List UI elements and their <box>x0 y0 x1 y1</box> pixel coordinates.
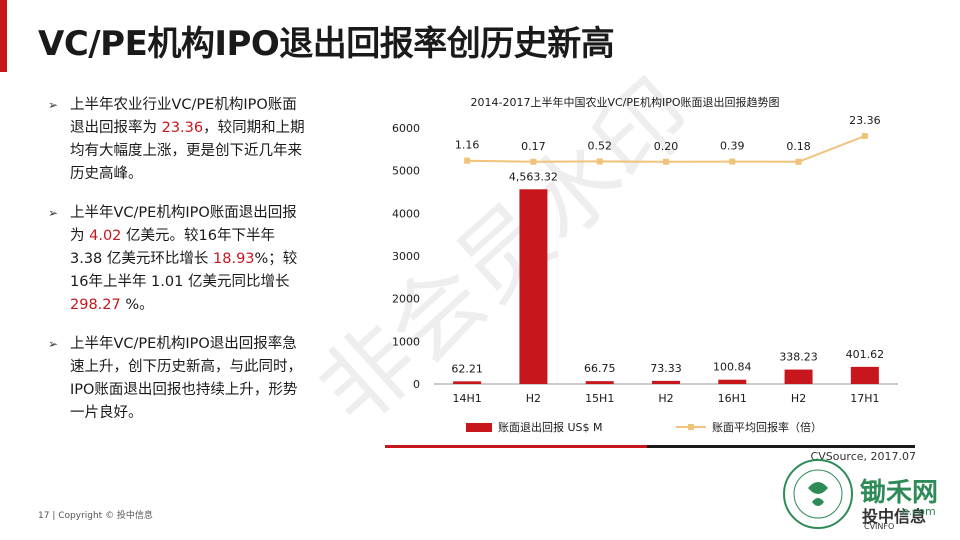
bar <box>652 380 680 384</box>
x-tick-label: H2 <box>791 392 806 405</box>
x-tick-label: 17H1 <box>850 392 879 405</box>
bar-data-label: 4,563.32 <box>509 170 558 183</box>
ratio-marker <box>861 133 868 139</box>
ratio-data-label: 0.18 <box>786 140 811 153</box>
ratio-data-label: 0.52 <box>587 139 612 152</box>
ratio-data-label: 0.39 <box>720 140 745 153</box>
legend-line-marker <box>688 424 694 430</box>
chart-title: 2014-2017上半年中国农业VC/PE机构IPO账面退出回报趋势图 <box>471 95 780 109</box>
arrow-bullet-icon: ➢ <box>48 337 59 351</box>
bullet-segment: 上半年VC/PE机构IPO退出回报率急速上升，创下历史新高，与此同时， IPO账… <box>70 336 302 421</box>
ratio-data-label: 1.16 <box>455 139 480 152</box>
y-tick-label: 1000 <box>392 335 420 348</box>
highlight-value: 18.93 <box>213 251 255 267</box>
x-tick-label: 14H1 <box>453 392 482 405</box>
legend-bar-swatch <box>466 423 492 432</box>
bar <box>585 381 614 384</box>
x-tick-label: 15H1 <box>585 392 614 405</box>
bar-data-label: 66.75 <box>584 362 616 375</box>
y-tick-label: 5000 <box>392 165 420 178</box>
bullet-item: ➢ 上半年VC/PE机构IPO账面退出回报为 4.02 亿美元。较16年下半年 3… <box>48 202 306 317</box>
ratio-marker <box>663 158 669 165</box>
bullet-text: 上半年VC/PE机构IPO退出回报率急速上升，创下历史新高，与此同时， IPO账… <box>70 336 302 421</box>
bar-data-label: 62.21 <box>451 362 483 375</box>
x-tick-label: H2 <box>526 392 541 405</box>
bullet-segment: %。 <box>120 297 154 313</box>
organic-logo-icon <box>783 459 853 529</box>
logo-sub: 投中信息 <box>862 507 927 526</box>
page-title: VC/PE机构IPO退出回报率创历史新高 <box>38 24 615 64</box>
bullet-segment: ，较同期和上期均有大幅度上涨，更是创下近几年来历史高峰。 <box>70 120 305 182</box>
arrow-bullet-icon: ➢ <box>48 206 59 220</box>
bar <box>453 381 482 384</box>
bar-data-label: 401.62 <box>846 348 885 361</box>
ratio-data-label: 23.36 <box>849 114 881 127</box>
page-number: 17 <box>38 511 50 521</box>
y-tick-label: 3000 <box>392 250 420 263</box>
ratio-data-label: 0.17 <box>521 140 546 153</box>
divider-black <box>647 445 915 448</box>
highlight-value: 298.27 <box>70 297 121 313</box>
bullet-segment: 上半年VC/PE机构IPO账面退出回报为 <box>70 205 297 244</box>
legend-bar-label: 账面退出回报 US$ M <box>498 420 603 434</box>
ratio-marker <box>596 158 603 165</box>
bar-data-label: 338.23 <box>779 351 818 364</box>
ratio-marker <box>530 158 537 165</box>
divider-red <box>385 445 647 448</box>
bullet-item: ➢ 上半年VC/PE机构IPO退出回报率急速上升，创下历史新高，与此同时， IPO… <box>48 333 306 425</box>
bar <box>784 369 813 384</box>
bullet-segment: %；较16年上半年 1.01 亿美元同比增长 <box>70 251 298 290</box>
x-tick-label: H2 <box>658 392 673 405</box>
ratio-marker <box>729 158 736 165</box>
ratio-marker <box>464 157 471 164</box>
bullet-text: 上半年VC/PE机构IPO账面退出回报为 4.02 亿美元。较16年下半年 3.… <box>70 205 297 313</box>
ipo-return-chart: 2014-2017上半年中国农业VC/PE机构IPO账面退出回报趋势图 0 1000… <box>392 95 898 434</box>
bullet-segment: 亿美元。较16年下半年 3.38 亿美元环比增长 <box>70 228 275 267</box>
y-tick-label: 2000 <box>392 293 420 306</box>
logo-en: CVINFO <box>864 522 895 531</box>
bullet-list: ➢ 上半年农业行业VC/PE机构IPO账面退出回报率为 23.36，较同期和上期均… <box>48 94 306 441</box>
y-tick-label: 6000 <box>392 122 420 135</box>
y-tick-label: 0 <box>413 378 420 391</box>
bar <box>519 189 548 384</box>
arrow-bullet-icon: ➢ <box>48 98 59 112</box>
copyright: Copyright © 投中信息 <box>58 511 153 521</box>
bar-data-label: 73.33 <box>650 362 682 375</box>
footer: 17 | Copyright © 投中信息 <box>38 508 153 521</box>
ratio-data-label: 0.20 <box>654 140 679 153</box>
highlight-value: 23.36 <box>161 120 204 136</box>
ratio-marker <box>795 158 802 165</box>
source-note: CVSource, 2017.07 <box>810 450 916 463</box>
bullet-segment: 上半年农业行业VC/PE机构IPO账面退出回报率为 <box>70 97 297 136</box>
footer-separator: | <box>52 511 59 521</box>
logo-url: e.com <box>902 505 936 518</box>
logo-name: 锄禾网 <box>860 478 939 508</box>
bullet-item: ➢ 上半年农业行业VC/PE机构IPO账面退出回报率为 23.36，较同期和上期均… <box>48 94 306 186</box>
y-tick-label: 4000 <box>392 207 420 220</box>
title-accent-bar <box>0 0 7 72</box>
bar-data-label: 100.84 <box>713 361 752 374</box>
x-tick-label: 16H1 <box>718 392 747 405</box>
bar <box>718 379 747 384</box>
bullet-text: 上半年农业行业VC/PE机构IPO账面退出回报率为 23.36，较同期和上期均有… <box>70 97 305 182</box>
legend-line-label: 账面平均回报率（倍） <box>712 420 822 434</box>
bar <box>850 366 879 384</box>
highlight-value: 4.02 <box>89 228 122 244</box>
